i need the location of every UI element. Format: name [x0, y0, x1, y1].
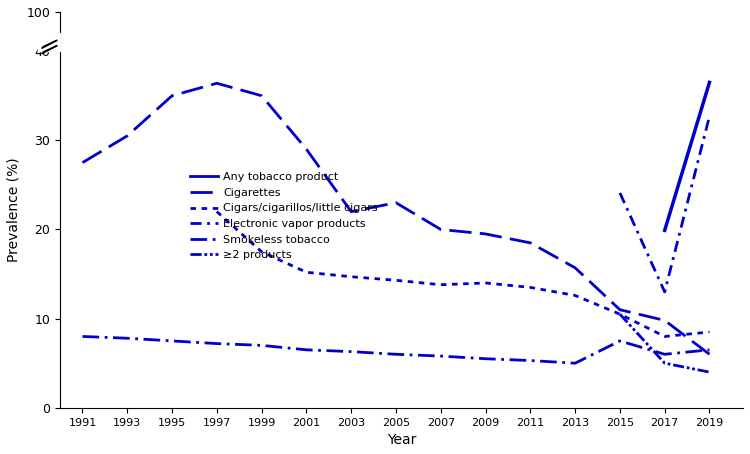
Cigarettes: [660, 318, 669, 323]
Cigars/cigarillos/little cigars: [616, 311, 625, 317]
Cigarettes: [167, 93, 176, 99]
Cigarettes: [392, 200, 400, 206]
Cigars/cigarillos/little cigars: [526, 285, 535, 290]
Cigars/cigarillos/little cigars: [436, 282, 445, 287]
Cigarettes: [346, 209, 355, 214]
Cigarettes: [436, 227, 445, 232]
Line: ≥2 products: ≥2 products: [620, 314, 710, 372]
Cigarettes: [257, 93, 266, 99]
X-axis label: Year: Year: [387, 433, 416, 447]
≥2 products: [616, 311, 625, 317]
Smokeless tobacco: [346, 349, 355, 354]
Any tobacco product: [660, 227, 669, 233]
Cigars/cigarillos/little cigars: [705, 329, 714, 335]
Cigarettes: [78, 160, 87, 165]
Cigars/cigarillos/little cigars: [481, 280, 490, 286]
Electronic vapor products: [616, 190, 625, 196]
Cigarettes: [526, 240, 535, 246]
Smokeless tobacco: [660, 351, 669, 357]
Line: Cigarettes: Cigarettes: [82, 83, 710, 354]
Cigars/cigarillos/little cigars: [302, 270, 311, 275]
Smokeless tobacco: [526, 358, 535, 363]
Cigars/cigarillos/little cigars: [257, 249, 266, 255]
Line: Cigars/cigarillos/little cigars: Cigars/cigarillos/little cigars: [217, 212, 710, 336]
Cigars/cigarillos/little cigars: [392, 277, 400, 283]
Cigarettes: [212, 80, 221, 86]
Electronic vapor products: [660, 289, 669, 295]
Line: Electronic vapor products: Electronic vapor products: [620, 116, 710, 292]
Smokeless tobacco: [436, 353, 445, 359]
Cigars/cigarillos/little cigars: [571, 293, 580, 298]
Smokeless tobacco: [123, 336, 132, 341]
Smokeless tobacco: [167, 338, 176, 344]
Any tobacco product: [705, 79, 714, 85]
Cigarettes: [616, 307, 625, 312]
Line: Any tobacco product: Any tobacco product: [664, 82, 710, 230]
Smokeless tobacco: [481, 356, 490, 361]
Cigarettes: [481, 231, 490, 237]
Cigars/cigarillos/little cigars: [660, 334, 669, 339]
Electronic vapor products: [705, 114, 714, 119]
Legend: Any tobacco product, Cigarettes, Cigars/cigarillos/little cigars, Electronic vap: Any tobacco product, Cigarettes, Cigars/…: [185, 168, 382, 265]
Cigarettes: [123, 133, 132, 138]
Cigars/cigarillos/little cigars: [346, 274, 355, 280]
Smokeless tobacco: [78, 334, 87, 339]
Smokeless tobacco: [392, 351, 400, 357]
Line: Smokeless tobacco: Smokeless tobacco: [82, 336, 710, 363]
Smokeless tobacco: [257, 343, 266, 348]
Bar: [38, 33, 60, 51]
Y-axis label: Prevalence (%): Prevalence (%): [7, 158, 21, 262]
≥2 products: [705, 370, 714, 375]
Cigars/cigarillos/little cigars: [212, 209, 221, 214]
Cigarettes: [302, 147, 311, 152]
Cigarettes: [571, 265, 580, 271]
Smokeless tobacco: [616, 338, 625, 344]
Smokeless tobacco: [212, 341, 221, 346]
Smokeless tobacco: [705, 347, 714, 353]
Cigarettes: [705, 351, 714, 357]
Smokeless tobacco: [571, 360, 580, 366]
≥2 products: [660, 360, 669, 366]
Smokeless tobacco: [302, 347, 311, 353]
